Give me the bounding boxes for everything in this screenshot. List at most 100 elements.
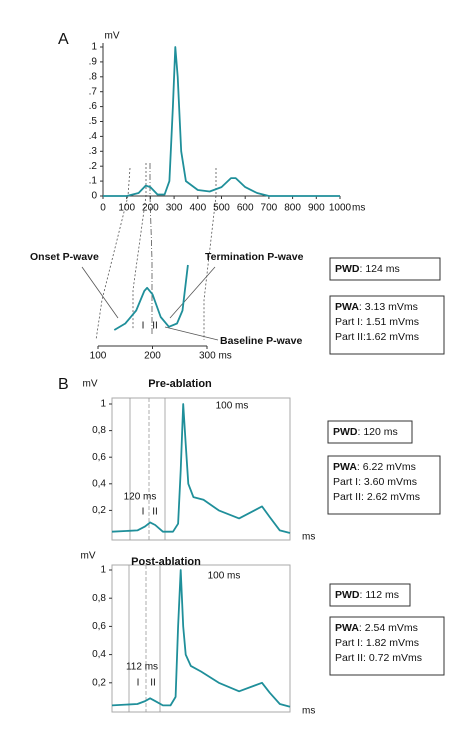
annotation: Baseline P-wave (220, 335, 302, 347)
info-value: : 112 ms (360, 589, 400, 601)
x-axis-label: ms (302, 706, 315, 717)
y-tick-label: 0,6 (92, 621, 106, 632)
info-box (329, 616, 445, 676)
x-axis-label: ms (302, 532, 315, 543)
x-axis-label: ms (352, 203, 365, 214)
y-tick-label: .4 (89, 131, 98, 142)
p-wave-markers (128, 398, 166, 712)
signal-line (103, 46, 340, 197)
info-box (327, 455, 441, 515)
x-tick-label: 300 ms (199, 351, 232, 362)
info-value: Part II: 2.62 mVms (333, 491, 420, 503)
y-tick-label: .3 (89, 146, 98, 157)
info-line: PWA: 6.22 mVms (333, 461, 416, 473)
panel-label: A (58, 31, 69, 48)
info-line: Part II: 0.72 mVms (335, 652, 422, 664)
x-tick-label: 700 (261, 203, 278, 214)
info-value: Part I: 3.60 mVms (333, 476, 417, 488)
x-tick-label: 0 (100, 203, 106, 214)
info-line: Part I: 1.51 mVms (335, 316, 419, 328)
x-tick-label: 600 (237, 203, 254, 214)
signal-line (111, 403, 291, 534)
x-tick-label: 400 (189, 203, 206, 214)
chart-title: Pre-ablation (148, 378, 212, 390)
x-tick-label: 1000 (329, 203, 352, 214)
x-tick-label: 100 (90, 351, 107, 362)
x-tick-label: 800 (284, 203, 301, 214)
annotation: I (142, 507, 145, 518)
y-tick-label: .2 (89, 161, 98, 172)
plot-frame (111, 397, 291, 541)
info-line: Part I: 1.82 mVms (335, 637, 419, 649)
y-tick-label: .8 (89, 71, 98, 82)
info-value: Part II:1.62 mVms (335, 331, 419, 343)
plot-frame (111, 564, 291, 713)
y-tick-label: 0,8 (92, 425, 106, 436)
info-line: Part I: 3.60 mVms (333, 476, 417, 488)
x-tick-label: 100 (118, 203, 135, 214)
info-box (329, 257, 441, 281)
y-tick-label: .6 (89, 101, 98, 112)
y-axis-label: mV (83, 379, 98, 390)
info-box (329, 583, 411, 607)
y-tick-label: .1 (89, 176, 98, 187)
y-tick-label: 0,6 (92, 452, 106, 463)
y-axis-label: mV (105, 31, 120, 42)
info-line: PWD: 124 ms (335, 263, 400, 275)
info-label: PWA (333, 461, 357, 473)
x-tick-label: 300 (166, 203, 183, 214)
info-line: Part II:1.62 mVms (335, 331, 419, 343)
y-tick-label: 0,2 (92, 677, 106, 688)
info-label: PWA (335, 622, 359, 634)
info-line: PWD: 112 ms (335, 589, 399, 601)
annotation: 120 ms (124, 492, 157, 503)
y-tick-label: 0,4 (92, 649, 106, 660)
annotation: II (150, 678, 156, 689)
y-tick-label: 1 (100, 399, 106, 410)
annotation: 100 ms (216, 401, 249, 412)
y-tick-label: 0 (91, 191, 97, 202)
annotation: 112 ms (126, 662, 158, 673)
y-tick-label: 1 (100, 565, 106, 576)
info-value: Part I: 1.51 mVms (335, 316, 419, 328)
info-box (327, 420, 413, 444)
y-tick-label: .9 (89, 57, 98, 68)
info-value: : 2.54 mVms (359, 622, 418, 634)
info-line: Part II: 2.62 mVms (333, 491, 420, 503)
info-label: PWA (335, 301, 359, 313)
zoom-guides (81, 163, 219, 341)
annotation: II (152, 507, 158, 518)
annotation: 100 ms (208, 571, 241, 582)
info-line: PWA: 2.54 mVms (335, 622, 418, 634)
annotation: II (152, 321, 158, 332)
info-line: PWA: 3.13 mVms (335, 301, 418, 313)
y-tick-label: 0,4 (92, 478, 106, 489)
y-tick-label: 0,8 (92, 593, 106, 604)
x-tick-label: 200 (144, 351, 161, 362)
x-tick-label: 900 (308, 203, 325, 214)
panel-label: B (58, 376, 69, 393)
x-tick-label: 500 (213, 203, 230, 214)
info-box (329, 295, 445, 355)
y-axis-label: mV (81, 551, 96, 562)
info-line: PWD: 120 ms (333, 426, 398, 438)
chart-title: Post-ablation (131, 556, 201, 568)
y-tick-label: 1 (91, 42, 97, 53)
info-label: PWD (333, 426, 358, 438)
y-tick-label: 0,2 (92, 505, 106, 516)
x-tick-label: 200 (142, 203, 159, 214)
info-label: PWD (335, 589, 360, 601)
annotation: Termination P-wave (205, 251, 304, 263)
signal-line (113, 264, 189, 331)
annotation: I (142, 321, 145, 332)
signal-line (111, 569, 291, 708)
annotation: I (137, 678, 140, 689)
info-value: Part I: 1.82 mVms (335, 637, 419, 649)
y-tick-label: .5 (89, 116, 98, 127)
info-value: : 124 ms (360, 263, 400, 275)
annotation: Onset P-wave (30, 251, 99, 263)
info-label: PWD (335, 263, 360, 275)
info-value: : 120 ms (358, 426, 398, 438)
info-value: : 6.22 mVms (357, 461, 416, 473)
